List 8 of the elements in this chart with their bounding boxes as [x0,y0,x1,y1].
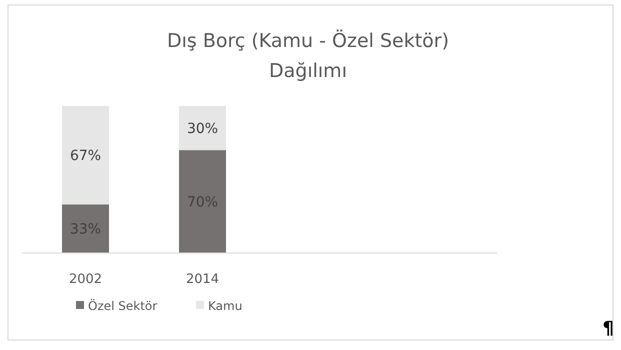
text: Dış Borç (Kamu - Özel Sektör) Dağılımı [166,29,450,82]
x-tick-label: 2014 [186,272,220,287]
data-label: 30% [186,121,218,138]
text: ¶ [602,318,614,339]
legend-label: Özel Sektör [88,299,158,313]
x-tick-label: 2002 [68,272,102,287]
data-label: 67% [70,148,102,164]
legend-label: Kamu [208,299,242,313]
